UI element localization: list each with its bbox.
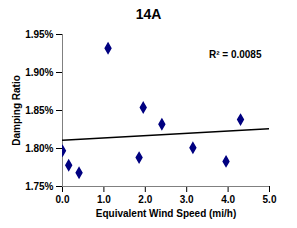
svg-text:1.85%: 1.85% (25, 105, 53, 116)
svg-text:1.95%: 1.95% (25, 29, 53, 40)
svg-text:Equivalent Wind Speed (mi/h): Equivalent Wind Speed (mi/h) (96, 208, 236, 219)
svg-text:4.0: 4.0 (221, 194, 235, 205)
html-text:14A: 14A (135, 6, 162, 22)
svg-text:1.75%: 1.75% (25, 181, 53, 192)
svg-text:R² = 0.0085: R² = 0.0085 (209, 49, 262, 60)
svg-text:5.0: 5.0 (263, 194, 277, 205)
svg-text:3.0: 3.0 (180, 194, 194, 205)
svg-text:1.80%: 1.80% (25, 143, 53, 154)
svg-text:1.90%: 1.90% (25, 67, 53, 78)
svg-text:2.0: 2.0 (138, 194, 152, 205)
svg-text:Damping Ratio: Damping Ratio (11, 75, 22, 146)
svg-text:1.0: 1.0 (97, 194, 111, 205)
svg-text:0.0: 0.0 (56, 194, 70, 205)
